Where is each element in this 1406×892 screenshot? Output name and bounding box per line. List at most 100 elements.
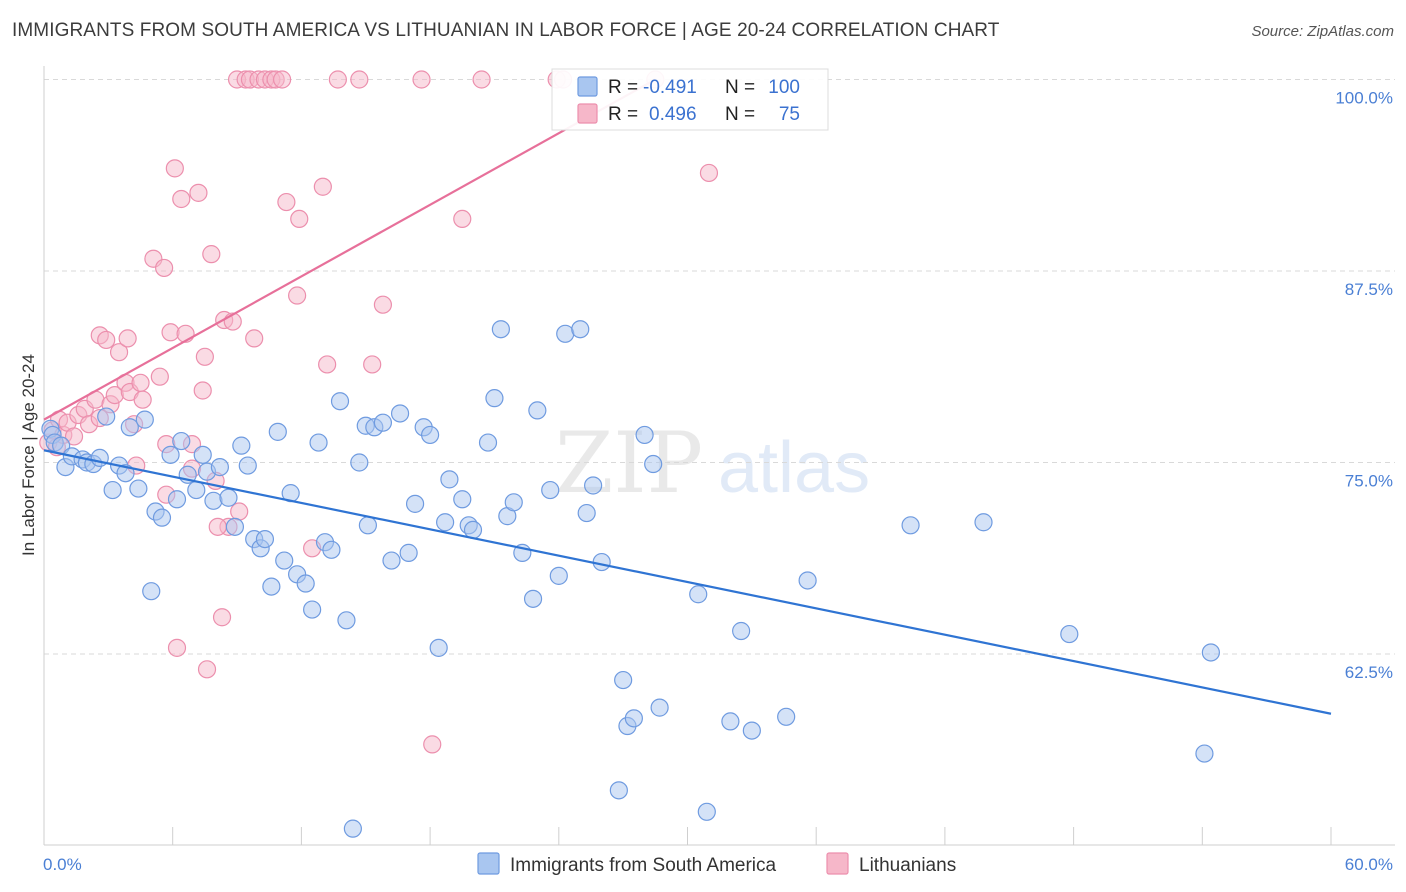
watermark-atlas: atlas	[718, 428, 870, 508]
data-point-immigrants-south-america	[1060, 624, 1079, 644]
data-point-immigrants-south-america	[528, 401, 547, 420]
data-point-immigrants-south-america	[405, 494, 425, 513]
y-tick-labels: 62.5% 75.0% 87.5% 100.0%	[1335, 89, 1393, 683]
data-point-immigrants-south-america	[974, 513, 993, 532]
data-point-immigrants-south-america	[429, 638, 448, 657]
data-point-lithuanians	[197, 660, 217, 679]
data-point-lithuanians	[150, 367, 169, 386]
stats-n-label-blue: N =	[725, 77, 755, 98]
data-point-immigrants-south-america	[255, 529, 275, 549]
stats-n-value-pink: 75	[779, 104, 800, 125]
data-point-immigrants-south-america	[172, 431, 191, 451]
stats-n-label-pink: N =	[725, 104, 755, 125]
x-tick-label-min: 0.0%	[43, 855, 82, 874]
data-point-immigrants-south-america	[624, 709, 643, 728]
data-point-immigrants-south-america	[1201, 643, 1220, 662]
data-point-immigrants-south-america	[238, 456, 257, 475]
data-point-immigrants-south-america	[523, 589, 543, 608]
data-point-immigrants-south-america	[742, 721, 761, 740]
data-point-immigrants-south-america	[219, 488, 238, 507]
data-point-immigrants-south-america	[485, 389, 504, 408]
data-point-immigrants-south-america	[732, 621, 751, 641]
data-point-immigrants-south-america	[373, 413, 393, 432]
data-point-lithuanians	[277, 192, 296, 212]
x-tick-label-max: 60.0%	[1345, 855, 1393, 874]
data-point-lithuanians	[193, 381, 212, 400]
data-point-immigrants-south-america	[650, 698, 669, 717]
stats-n-value-blue: 100	[768, 77, 800, 98]
data-point-lithuanians	[212, 608, 232, 627]
data-point-immigrants-south-america	[204, 491, 223, 510]
data-point-lithuanians	[412, 70, 431, 89]
gridlines	[44, 79, 1395, 655]
y-tick-label: 87.5%	[1345, 280, 1393, 299]
data-point-lithuanians	[423, 735, 442, 754]
data-point-immigrants-south-america	[97, 407, 116, 426]
data-point-immigrants-south-america	[541, 480, 560, 500]
data-point-lithuanians	[97, 330, 116, 350]
data-point-immigrants-south-america	[697, 802, 716, 821]
data-point-immigrants-south-america	[187, 480, 206, 500]
data-point-lithuanians	[208, 517, 227, 536]
data-point-immigrants-south-america	[504, 493, 523, 512]
data-point-lithuanians	[189, 183, 208, 202]
data-point-immigrants-south-america	[309, 433, 328, 452]
y-axis-title: In Labor Force | Age 20-24	[19, 354, 38, 556]
data-point-lithuanians	[64, 427, 84, 446]
data-point-immigrants-south-america	[337, 611, 356, 630]
data-point-lithuanians	[245, 329, 264, 348]
data-point-lithuanians	[472, 70, 491, 89]
data-point-lithuanians	[195, 347, 214, 366]
data-point-lithuanians	[131, 373, 150, 392]
data-point-immigrants-south-america	[322, 540, 341, 559]
stats-legend-swatch-pink	[577, 103, 598, 124]
data-point-immigrants-south-america	[577, 503, 596, 523]
data-point-lithuanians	[230, 502, 249, 521]
data-point-immigrants-south-america	[330, 392, 350, 411]
data-point-immigrants-south-america	[116, 464, 135, 483]
axes	[43, 66, 1395, 846]
data-point-lithuanians	[165, 159, 184, 178]
data-point-lithuanians	[328, 70, 347, 89]
data-point-immigrants-south-america	[556, 324, 575, 343]
data-point-immigrants-south-america	[161, 445, 180, 464]
data-point-immigrants-south-america	[584, 476, 603, 495]
data-point-immigrants-south-america	[103, 480, 122, 500]
data-point-immigrants-south-america	[901, 516, 920, 535]
data-point-immigrants-south-america	[549, 566, 568, 585]
data-point-immigrants-south-america	[275, 551, 294, 570]
data-point-immigrants-south-america	[721, 712, 740, 731]
data-point-immigrants-south-america	[436, 513, 455, 532]
data-point-lithuanians	[699, 163, 719, 183]
data-point-immigrants-south-america	[268, 422, 287, 441]
data-point-immigrants-south-america	[129, 479, 148, 498]
data-point-lithuanians	[118, 329, 137, 348]
data-point-lithuanians	[133, 390, 152, 409]
legend-swatch-lithuanians[interactable]	[826, 852, 849, 875]
data-point-immigrants-south-america	[421, 425, 440, 445]
trend-line-immigrants-south-america	[43, 449, 1332, 715]
chart-source: Source: ZipAtlas.com	[1251, 23, 1394, 40]
legend-swatch-immigrants-south-america[interactable]	[477, 852, 500, 875]
data-point-lithuanians	[373, 295, 393, 314]
series-immigrants-south-america	[41, 320, 1220, 838]
data-point-immigrants-south-america	[193, 445, 212, 464]
data-point-immigrants-south-america	[343, 819, 362, 838]
data-point-lithuanians	[272, 70, 292, 89]
data-point-immigrants-south-america	[262, 577, 281, 596]
legend-label-immigrants-south-america[interactable]: Immigrants from South America	[510, 855, 777, 876]
data-point-lithuanians	[350, 70, 369, 89]
data-point-immigrants-south-america	[453, 490, 472, 509]
data-point-immigrants-south-america	[571, 320, 590, 339]
data-point-immigrants-south-america	[167, 490, 187, 509]
data-point-lithuanians	[172, 189, 191, 209]
legend-label-lithuanians[interactable]: Lithuanians	[859, 855, 956, 876]
data-point-lithuanians	[453, 209, 472, 229]
data-point-immigrants-south-america	[225, 517, 245, 536]
data-point-immigrants-south-america	[644, 454, 663, 474]
data-point-immigrants-south-america	[358, 516, 377, 535]
data-point-immigrants-south-america	[303, 600, 322, 619]
bottom-legend: Immigrants from South America Lithuanian…	[477, 852, 956, 876]
data-point-immigrants-south-america	[592, 552, 611, 572]
